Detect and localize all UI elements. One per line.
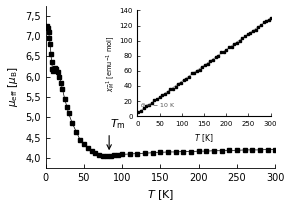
- Y-axis label: $\mu_\mathregular{eff}$ [$\mu_\mathregular{B}$]: $\mu_\mathregular{eff}$ [$\mu_\mathregul…: [6, 66, 19, 107]
- Text: $T_\mathregular{m}$: $T_\mathregular{m}$: [110, 117, 126, 131]
- X-axis label: $T$ [K]: $T$ [K]: [147, 189, 174, 202]
